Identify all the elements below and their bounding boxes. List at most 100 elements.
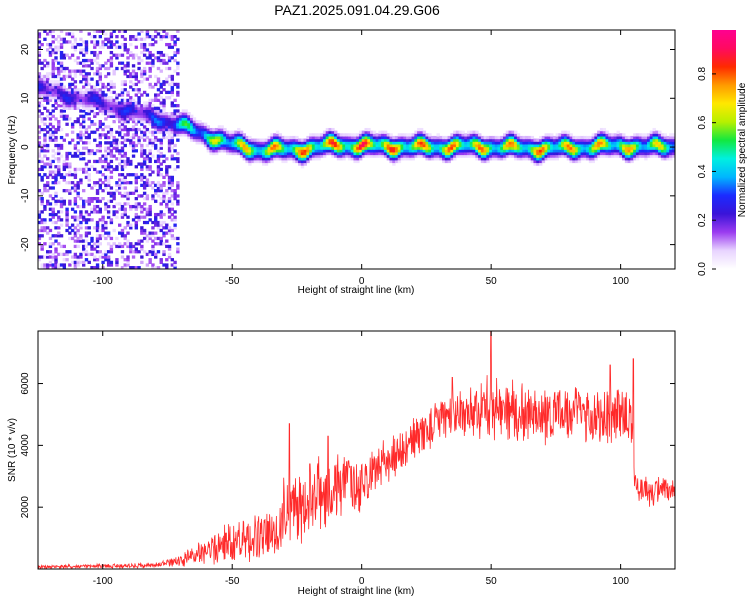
- heatmap-cell: [95, 98, 100, 102]
- heatmap-cell: [156, 181, 161, 185]
- heatmap-cell: [73, 104, 78, 108]
- heatmap-cell: [73, 143, 78, 148]
- heatmap-cell: [419, 154, 424, 158]
- heatmap-cell: [201, 122, 205, 126]
- heatmap-cell: [140, 226, 144, 230]
- heatmap-cell: [616, 135, 620, 140]
- heatmap-cell: [46, 82, 50, 87]
- heatmap-cell: [46, 32, 50, 36]
- heatmap-cell: [649, 151, 654, 156]
- heatmap-cell: [70, 125, 75, 129]
- heatmap-cell: [159, 109, 163, 113]
- heatmap-cell: [624, 149, 629, 153]
- heatmap-cell: [538, 149, 543, 153]
- heatmap-cell: [350, 141, 355, 145]
- heatmap-cell: [70, 223, 75, 227]
- heatmap-cell: [109, 114, 114, 118]
- heatmap-cell: [256, 141, 260, 145]
- heatmap-cell: [178, 117, 183, 121]
- heatmap-cell: [599, 149, 604, 153]
- heatmap-cell: [62, 178, 66, 182]
- heatmap-cell: [68, 189, 72, 193]
- heatmap-cell: [624, 138, 629, 142]
- heatmap-cell: [87, 252, 91, 257]
- heatmap-cell: [145, 154, 150, 158]
- heatmap-cell: [574, 154, 579, 158]
- heatmap-cell: [98, 234, 102, 238]
- heatmap-cell: [350, 157, 355, 161]
- heatmap-cell: [278, 154, 283, 158]
- heatmap-cell: [129, 112, 133, 116]
- heatmap-cell: [46, 130, 50, 134]
- heatmap-cell: [159, 260, 163, 264]
- heatmap-cell: [422, 149, 427, 153]
- heatmap-cell: [54, 117, 58, 121]
- heatmap-cell: [106, 130, 111, 134]
- heatmap-cell: [165, 53, 169, 57]
- heatmap-cell: [486, 138, 490, 142]
- heatmap-cell: [201, 130, 205, 134]
- heatmap-cell: [458, 141, 463, 145]
- heatmap-cell: [303, 157, 307, 161]
- heatmap-cell: [162, 135, 166, 140]
- heatmap-cell: [126, 181, 130, 185]
- heatmap-cell: [273, 143, 277, 148]
- heatmap-cell: [87, 72, 91, 76]
- heatmap-cell: [392, 157, 396, 161]
- heatmap-cell: [48, 93, 53, 97]
- heatmap-cell: [126, 231, 130, 235]
- heatmap-cell: [65, 98, 69, 102]
- heatmap-cell: [118, 162, 122, 166]
- heatmap-cell: [660, 138, 665, 142]
- heatmap-cell: [361, 141, 366, 145]
- heatmap-cell: [480, 149, 485, 153]
- heatmap-cell: [214, 138, 219, 142]
- heatmap-cell: [671, 135, 675, 140]
- heatmap-cell: [51, 175, 55, 180]
- heatmap-cell: [145, 194, 150, 198]
- heatmap-cell: [140, 106, 144, 110]
- heatmap-cell: [62, 117, 66, 121]
- heatmap-cell: [317, 135, 321, 140]
- heatmap-cell: [414, 130, 418, 134]
- heatmap-cell: [68, 98, 72, 102]
- heatmap-cell: [82, 77, 86, 81]
- heatmap-cell: [148, 183, 152, 187]
- heatmap-cell: [79, 48, 83, 52]
- heatmap-cell: [46, 175, 50, 180]
- heatmap-cell: [151, 138, 155, 142]
- heatmap-cell: [134, 197, 139, 201]
- heatmap-cell: [140, 122, 144, 126]
- heatmap-cell: [250, 157, 255, 161]
- heatmap-cell: [79, 122, 83, 126]
- heatmap-cell: [505, 151, 510, 156]
- heatmap-cell: [73, 80, 78, 84]
- heatmap-cell: [444, 149, 449, 153]
- heatmap-cell: [129, 226, 133, 230]
- heatmap-cell: [165, 130, 169, 134]
- heatmap-cell: [148, 117, 152, 121]
- heatmap-cell: [447, 146, 451, 150]
- heatmap-cell: [167, 186, 172, 190]
- heatmap-cell: [345, 149, 349, 153]
- heatmap-cell: [109, 263, 114, 267]
- heatmap-cell: [151, 119, 155, 124]
- heatmap-cell: [278, 149, 283, 153]
- heatmap-cell: [167, 231, 172, 235]
- heatmap-cell: [472, 151, 476, 156]
- heatmap-cell: [59, 112, 64, 116]
- heatmap-cell: [597, 133, 601, 137]
- heatmap-cell: [508, 138, 512, 142]
- heatmap-cell: [106, 204, 111, 209]
- heatmap-cell: [486, 135, 490, 140]
- heatmap-cell: [586, 143, 590, 148]
- heatmap-cell: [419, 135, 424, 140]
- heatmap-cell: [70, 35, 75, 39]
- heatmap-cell: [48, 260, 53, 264]
- heatmap-cell: [120, 82, 125, 87]
- heatmap-cell: [563, 135, 568, 140]
- heatmap-cell: [123, 212, 127, 217]
- heatmap-cell: [292, 149, 296, 153]
- heatmap-cell: [660, 157, 665, 161]
- heatmap-cell: [563, 138, 568, 142]
